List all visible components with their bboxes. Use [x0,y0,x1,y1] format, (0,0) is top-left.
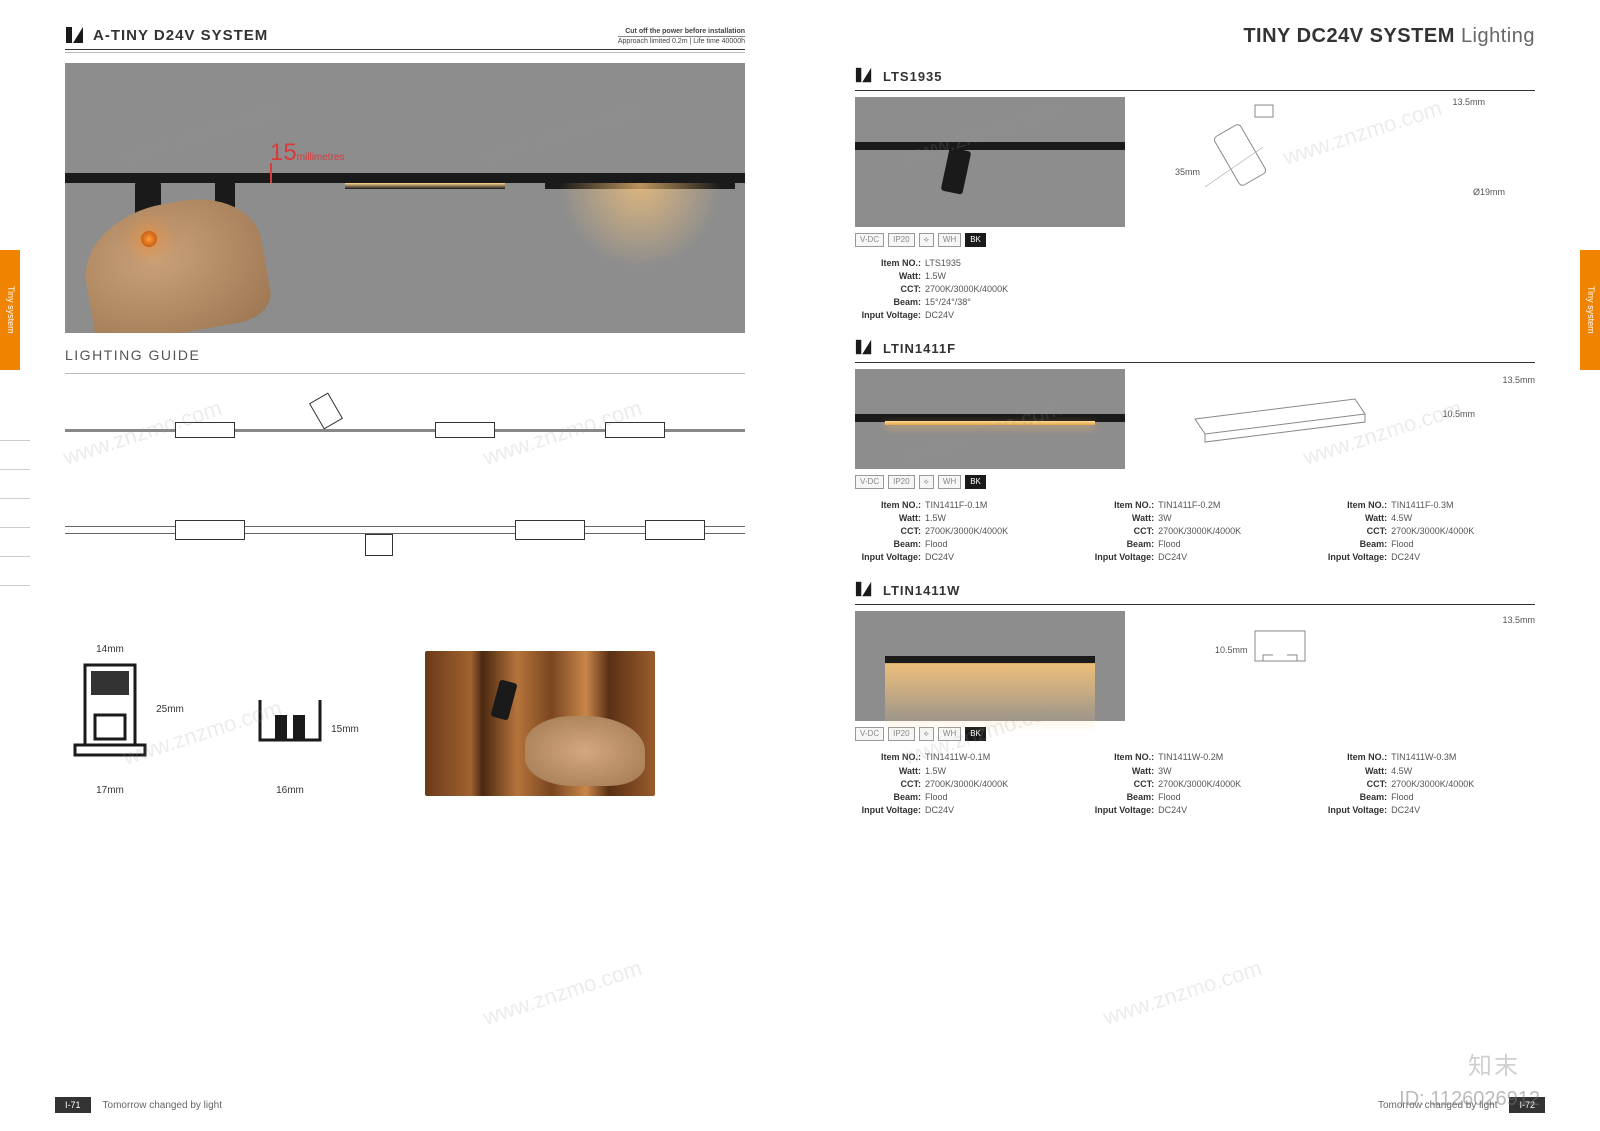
product-title: LTIN1411F [883,341,956,356]
side-ticks [0,440,30,614]
product-diagram: 13.5mm 35mm Ø19mm [1155,97,1535,247]
hero-image: 15millimetres [65,63,745,333]
wood-install-photo [425,651,655,796]
page-header: TINY DC24V SYSTEM Lighting [855,25,1535,48]
brand-icon [65,25,85,45]
section-title: A-TINY D24V SYSTEM [93,27,268,44]
profile-2: 15mm 16mm [245,685,335,796]
product-photo [855,369,1125,469]
catalog-spread: Tiny system A-TINY D24V SYSTEM Cut off t… [0,0,1600,1131]
hero-dimension: 15millimetres [270,139,344,167]
product-title: LTIN1411W [883,583,960,598]
brand-icon [855,338,875,358]
product-ltin1411w: LTIN1411W V-DC IP20 ⟡ WH BK [855,580,1535,816]
product-lts1935: LTS1935 V-DC IP20 ⟡ WH BK [855,66,1535,322]
page-left: Tiny system A-TINY D24V SYSTEM Cut off t… [0,0,800,1131]
profile-1: 14mm 25mm 17mm [65,644,155,796]
specs: Item NO.:LTS1935Watt:1.5WCCT:2700K/3000K… [855,257,1535,322]
footer-left: I-71 Tomorrow changed by light [55,1097,222,1113]
watermark-logo: 知末 [1468,1046,1520,1081]
product-diagram: 13.5mm 10.5mm [1155,611,1535,741]
side-tab-right: Tiny system [1580,250,1600,370]
product-photo [855,97,1125,227]
specs: Item NO.:TIN1411W-0.1MWatt:1.5WCCT:2700K… [855,751,1535,816]
page-number: I-71 [55,1097,91,1113]
badges: V-DC IP20 ⟡ WH BK [855,475,1125,489]
side-tab-left: Tiny system [0,250,20,370]
product-diagram: 13.5mm 10.5mm [1155,369,1535,489]
section-header: A-TINY D24V SYSTEM Cut off the power bef… [65,25,745,50]
brand-icon [855,66,875,86]
meta-specs: Approach limited 0.2m | Life time 40000h [618,38,745,45]
product-ltin1411f: LTIN1411F V-DC IP20 ⟡ WH BK [855,338,1535,564]
badges: V-DC IP20 ⟡ WH BK [855,233,1125,247]
page-right: Tiny system TINY DC24V SYSTEM Lighting L… [800,0,1600,1131]
section-meta: Cut off the power before installation Ap… [618,28,745,45]
lighting-guide-heading: LIGHTING GUIDE [65,347,745,363]
product-title: LTS1935 [883,69,943,84]
brand-icon [855,580,875,600]
product-photo [855,611,1125,721]
specs: Item NO.:TIN1411F-0.1MWatt:1.5WCCT:2700K… [855,499,1535,564]
watermark-id: ID: 1126026912 [1399,1088,1540,1111]
guide-diagrams [65,394,745,564]
meta-warning: Cut off the power before installation [618,28,745,37]
profile-row: 14mm 25mm 17mm 15mm 16mm [65,644,745,796]
footer-tagline: Tomorrow changed by light [103,1100,223,1111]
